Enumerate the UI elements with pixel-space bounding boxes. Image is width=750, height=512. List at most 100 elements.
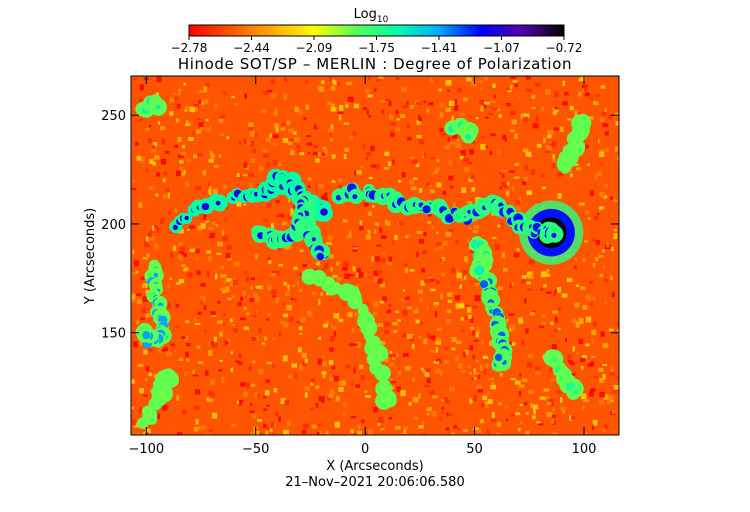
granule — [421, 151, 424, 155]
granule — [532, 123, 539, 129]
network-core — [311, 237, 316, 242]
granule — [473, 224, 479, 230]
granule — [266, 162, 270, 168]
granule — [546, 412, 553, 418]
granule — [252, 360, 256, 364]
granule — [474, 295, 481, 302]
granule — [585, 294, 592, 301]
granule — [420, 321, 423, 326]
granule — [407, 136, 412, 141]
network-core — [201, 202, 210, 211]
network-core — [580, 118, 585, 123]
granule — [306, 142, 313, 146]
granule — [416, 307, 419, 314]
granule — [419, 239, 424, 244]
granule — [364, 89, 370, 93]
granule — [245, 276, 249, 282]
granule — [562, 410, 565, 415]
granule — [536, 421, 541, 424]
granule — [603, 265, 606, 269]
granule — [272, 142, 278, 146]
granule — [452, 133, 458, 139]
granule — [503, 267, 508, 272]
granule — [569, 173, 573, 178]
granule — [302, 264, 307, 268]
granule — [274, 412, 279, 417]
granule — [189, 248, 195, 253]
granule — [430, 156, 435, 160]
granule — [602, 343, 609, 349]
granule — [583, 432, 588, 435]
granule — [514, 162, 520, 166]
granule — [354, 433, 359, 435]
granule — [436, 231, 439, 234]
granule — [593, 375, 598, 379]
granule — [426, 378, 431, 384]
granule — [551, 158, 556, 163]
granule — [193, 154, 198, 159]
granule — [198, 100, 202, 104]
granule — [266, 256, 271, 261]
granule — [235, 360, 240, 363]
granule — [381, 109, 384, 114]
granule — [181, 145, 186, 149]
granule — [470, 174, 475, 180]
granule — [538, 325, 545, 328]
granule — [611, 292, 615, 297]
granule — [246, 382, 250, 389]
granule — [483, 369, 487, 375]
granule — [409, 156, 415, 160]
network-core — [305, 272, 312, 279]
granule — [162, 194, 167, 200]
granule — [289, 316, 294, 322]
granule — [323, 263, 329, 269]
granule — [156, 413, 161, 420]
granule — [429, 78, 433, 84]
granule — [554, 107, 559, 111]
granule — [281, 122, 286, 126]
granule — [179, 88, 182, 92]
granule — [429, 335, 434, 340]
granule — [135, 141, 139, 146]
granule — [384, 329, 390, 334]
granule — [481, 402, 485, 408]
granule — [541, 314, 546, 318]
granule — [133, 341, 138, 348]
granule — [200, 283, 206, 287]
granule — [299, 289, 302, 292]
granule — [599, 117, 605, 123]
granule — [275, 199, 280, 203]
granule — [343, 402, 347, 408]
granule — [610, 372, 615, 376]
granule — [274, 107, 278, 112]
granule — [445, 79, 452, 86]
granule — [588, 217, 591, 220]
granule — [591, 329, 597, 336]
granule — [288, 374, 292, 379]
granule — [141, 157, 145, 163]
granule — [197, 153, 203, 156]
granule — [287, 284, 290, 291]
granule — [523, 113, 530, 118]
granule — [471, 187, 475, 192]
granule — [219, 116, 224, 119]
granule — [208, 398, 214, 402]
granule — [286, 120, 291, 125]
granule — [174, 208, 178, 213]
granule — [166, 351, 172, 356]
colorbar-label: Log10 — [354, 7, 389, 25]
granule — [445, 427, 450, 431]
granule — [515, 248, 519, 251]
granule — [423, 338, 428, 345]
granule — [592, 419, 598, 426]
granule — [163, 171, 168, 176]
granule — [208, 350, 213, 356]
granule — [543, 397, 547, 401]
granule — [179, 160, 184, 164]
network-core — [422, 205, 431, 214]
granule — [498, 402, 502, 406]
granule — [285, 291, 290, 296]
granule — [523, 116, 528, 123]
granule — [436, 158, 440, 162]
granule — [434, 248, 440, 251]
